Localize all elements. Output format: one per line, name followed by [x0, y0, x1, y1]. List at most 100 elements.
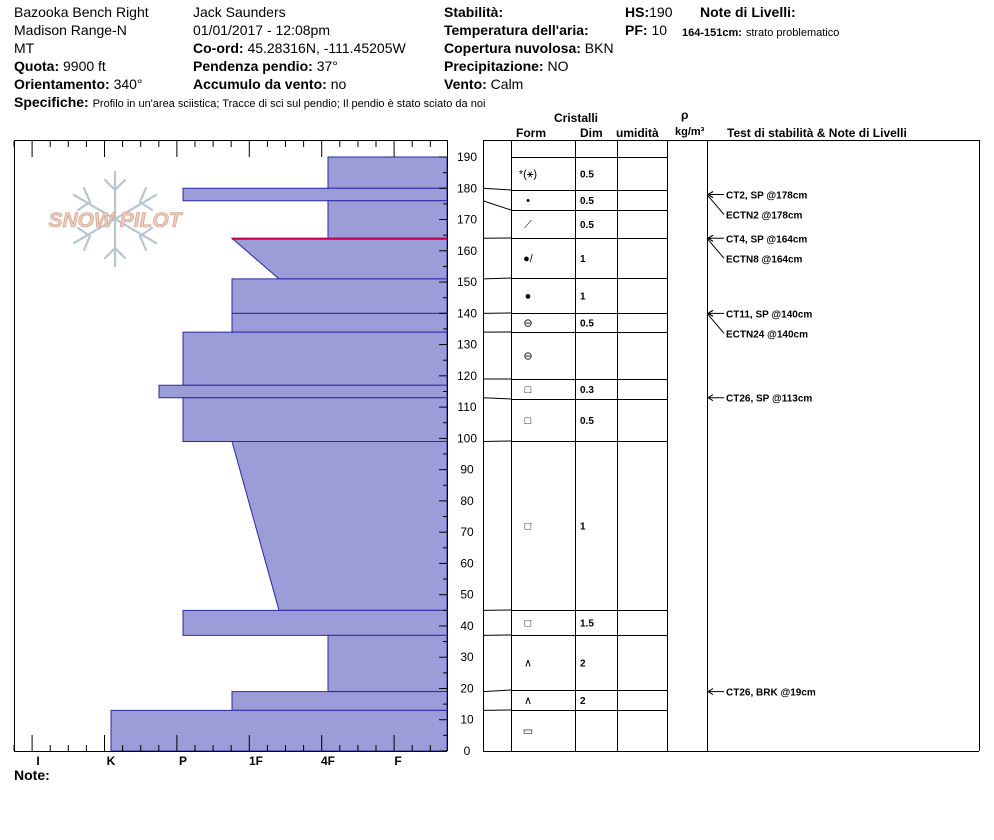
rho-header: ρ	[681, 108, 689, 122]
height-label-40: 40	[460, 619, 474, 633]
hardness-layer-2	[327, 200, 448, 239]
elevation-label: Quota:	[14, 58, 60, 74]
layer-connector	[482, 187, 512, 191]
hardness-layer-12	[231, 691, 448, 711]
crystal-size: 1	[580, 522, 586, 533]
aspect-value: 340°	[113, 76, 143, 92]
crystal-form-icon: ●/	[523, 253, 534, 265]
hardness-layer-10	[182, 609, 448, 636]
precip-value: NO	[547, 58, 569, 74]
precip-label: Precipitazione:	[444, 58, 544, 74]
crystal-size: 0.5	[580, 220, 594, 231]
height-label-20: 20	[460, 681, 474, 695]
moisture-header: umidità	[616, 126, 659, 140]
crystal-size: 0.5	[580, 170, 594, 181]
crystal-form-icon: ∧	[524, 695, 532, 707]
hardness-layer-13	[110, 709, 448, 752]
coord-label: Co-ord:	[193, 40, 244, 56]
hardness-layer-1	[182, 187, 448, 202]
snowflake-logo-icon	[72, 170, 158, 268]
height-label-190: 190	[457, 150, 477, 164]
hardness-layer-4	[231, 278, 448, 314]
aspect-label: Orientamento:	[14, 76, 110, 92]
air-temp-field: Temperatura dell'aria:	[444, 22, 589, 38]
crystal-form-icon: ∧	[524, 658, 532, 670]
stability-label: Stabilità:	[444, 4, 504, 20]
note-label: Note:	[14, 767, 50, 783]
test-leader	[706, 194, 725, 215]
observation-datetime: 01/01/2017 - 12:08pm	[193, 22, 330, 38]
form-header: Form	[516, 126, 546, 140]
height-label-10: 10	[460, 713, 474, 727]
layer-connector	[482, 277, 512, 280]
height-label-60: 60	[460, 556, 474, 570]
height-label-70: 70	[460, 525, 474, 539]
crystal-form-icon: •	[526, 195, 530, 207]
height-label-160: 160	[457, 244, 477, 258]
height-label-130: 130	[457, 338, 477, 352]
layer-notes-label: Note di Livelli:	[700, 4, 796, 20]
height-label-100: 100	[457, 431, 477, 445]
hardness-axis-ticks	[13, 141, 431, 751]
test-arrow-icon	[707, 688, 714, 696]
hardness-label-F: F	[394, 754, 401, 768]
state-name: MT	[14, 40, 35, 56]
pf-field: PF: 10	[625, 22, 667, 38]
precip-field: Precipitazione: NO	[444, 58, 568, 74]
stability-test-label: CT11, SP @140cm	[726, 309, 812, 320]
height-label-140: 140	[457, 306, 477, 320]
crystal-form-icon: ▭	[523, 726, 533, 738]
crystal-size: 1	[580, 292, 586, 303]
tests-header: Test di stabilità & Note di Livelli	[727, 126, 907, 140]
wind-field: Vento: Calm	[444, 76, 523, 92]
crystal-size: 0.3	[580, 385, 594, 396]
hardness-layer-8	[182, 397, 448, 442]
stability-test-label: ECTN2 @178cm	[726, 211, 803, 222]
wind-load-label: Accumulo da vento:	[193, 76, 327, 92]
wind-load-value: no	[330, 76, 347, 92]
hardness-layer-0	[327, 156, 448, 189]
hardness-label-4F: 4F	[321, 754, 335, 768]
hs-field: HS:190	[625, 4, 672, 20]
layer-note: 164-151cm: strato problematico	[682, 23, 839, 41]
crystals-header: Cristalli	[554, 111, 599, 125]
crystal-rows: *(⚹) 0.5 • 0.5 ⟋ 0.5 ●/ 1 ● 1 ⊖ 0.5 ⊖ □ 0.3 □ 0.5 □ 1 □ 1.5 ∧…	[482, 157, 667, 738]
height-label-150: 150	[457, 275, 477, 289]
wind-load-field: Accumulo da vento: no	[193, 76, 346, 92]
observer-name: Jack Saunders	[193, 4, 286, 20]
height-label-120: 120	[457, 369, 477, 383]
elevation-value: 9900 ft	[63, 58, 106, 74]
test-arrow-icon	[707, 234, 714, 242]
height-label-30: 30	[460, 650, 474, 664]
snowpilot-logo-text: SNOW PILOT	[49, 209, 184, 232]
crystal-form-icon: ●	[525, 291, 532, 303]
stability-test-label: CT4, SP @164cm	[726, 234, 807, 245]
layer-connector	[482, 200, 512, 211]
height-label-0: 0	[464, 744, 471, 758]
crystal-size: 2	[580, 659, 586, 670]
crystal-form-icon: ⟋	[524, 219, 532, 231]
specifics-label: Specifiche:	[14, 94, 89, 110]
height-label-110: 110	[457, 400, 476, 414]
test-arrow-icon	[707, 394, 714, 402]
hardness-label-1F: 1F	[249, 754, 263, 768]
height-label-90: 90	[460, 463, 474, 477]
aspect-field: Orientamento: 340°	[14, 76, 143, 92]
stability-field: Stabilità:	[444, 4, 503, 20]
sky-label: Copertura nuvolosa:	[444, 40, 581, 56]
stability-tests: CT2, SP @178cm ECTN2 @178cm CT4, SP @164cm…	[706, 191, 816, 699]
slope-label: Pendenza pendio:	[193, 58, 313, 74]
crystal-size: 2	[580, 696, 586, 707]
pf-label: PF:	[625, 22, 648, 38]
crystal-form-icon: ⊖	[523, 351, 532, 363]
coord-field: Co-ord: 45.28316N, -111.45205W	[193, 40, 406, 56]
hardness-axis-labels: I K P 1F 4F F	[36, 754, 401, 768]
hardness-layers	[110, 156, 448, 752]
pf-value: 10	[651, 22, 668, 38]
hardness-layer-6	[182, 331, 448, 386]
crystal-table-frame	[483, 140, 980, 752]
coord-value: 45.28316N, -111.45205W	[247, 40, 406, 56]
crystal-form-icon: □	[525, 618, 532, 630]
hardness-layer-11	[327, 634, 448, 693]
